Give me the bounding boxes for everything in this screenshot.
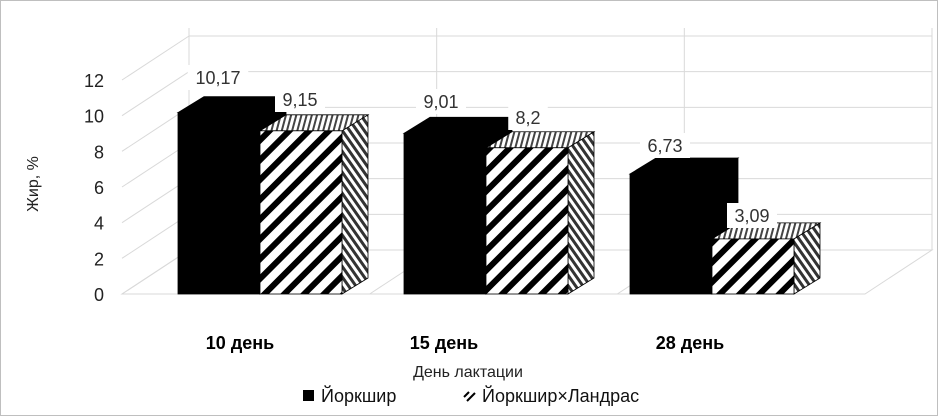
y-tick-label: 12 xyxy=(84,71,104,91)
y-tick-label: 0 xyxy=(94,285,104,305)
legend-swatch-yorkshire xyxy=(303,390,314,401)
y-tick-label: 4 xyxy=(94,214,104,234)
y-tick-label: 2 xyxy=(94,249,104,269)
data-label: 9,01 xyxy=(423,92,458,112)
y-axis-ticks: 0 2 4 6 8 10 12 xyxy=(84,71,104,305)
legend-label-yorkshire-landrace: Йоркшир×Ландрас xyxy=(482,385,639,406)
bars xyxy=(176,95,822,295)
y-tick-label: 8 xyxy=(94,142,104,162)
x-category-label: 15 день xyxy=(410,333,478,353)
data-label-bg xyxy=(416,89,466,114)
data-label: 10,17 xyxy=(195,68,240,88)
bar xyxy=(710,222,822,295)
data-label-bg xyxy=(727,203,777,228)
data-label: 8,2 xyxy=(515,108,540,128)
data-label: 9,15 xyxy=(282,90,317,110)
x-category-label: 10 день xyxy=(206,333,274,353)
legend-label-yorkshire: Йоркшир xyxy=(321,385,396,406)
data-label: 3,09 xyxy=(734,206,769,226)
data-labels: 10,17 9,15 9,01 8,2 6,73 3,09 xyxy=(187,65,777,228)
y-tick-label: 10 xyxy=(84,107,104,127)
x-axis-title: День лактации xyxy=(413,364,523,381)
bar xyxy=(484,131,596,295)
x-category-label: 28 день xyxy=(656,333,724,353)
bar xyxy=(258,114,370,295)
data-label-bg xyxy=(275,87,325,112)
data-label-bg xyxy=(640,133,690,158)
legend-swatch-yorkshire-landrace xyxy=(463,390,476,402)
data-label: 6,73 xyxy=(647,136,682,156)
y-axis-title: Жир, % xyxy=(25,156,42,212)
x-axis-categories: 10 день 15 день 28 день xyxy=(206,333,724,353)
data-label-bg xyxy=(508,105,548,130)
legend: Йоркшир Йоркшир×Ландрас xyxy=(303,385,639,406)
data-label-bg xyxy=(187,65,249,90)
y-tick-label: 6 xyxy=(94,178,104,198)
